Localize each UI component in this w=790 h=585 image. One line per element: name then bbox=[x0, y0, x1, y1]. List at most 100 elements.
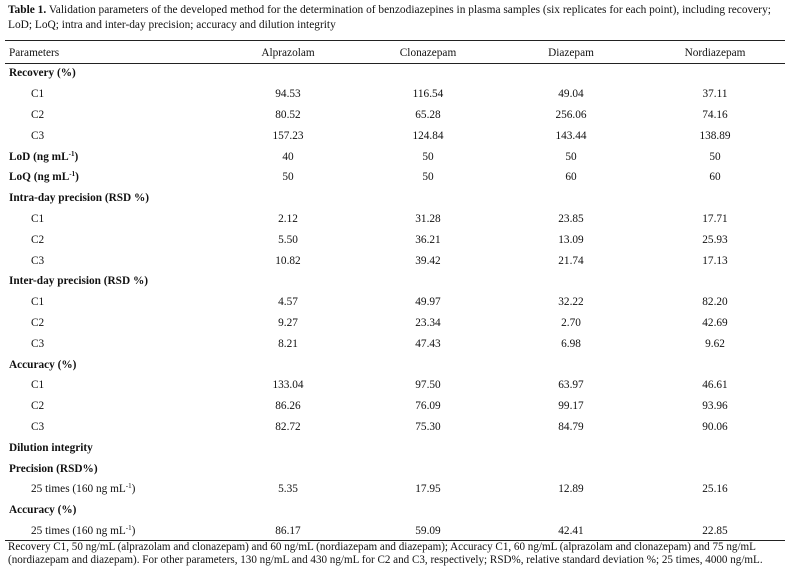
unit-close: ) bbox=[75, 171, 79, 184]
value-cell bbox=[497, 271, 645, 292]
row-label: C2 bbox=[31, 233, 45, 246]
row-label-cell: C2 bbox=[5, 396, 217, 417]
row-label-cell: C1 bbox=[5, 292, 217, 313]
value-cell: 76.09 bbox=[415, 400, 441, 413]
table-row: C2 80.52 65.28 256.06 74.16 bbox=[5, 105, 785, 126]
value-cell: 17.71 bbox=[702, 212, 728, 225]
value-cell: 138.89 bbox=[699, 129, 731, 142]
row-label: C1 bbox=[31, 379, 45, 392]
table-caption-label: Table 1. bbox=[8, 4, 47, 16]
value-cell: 59.09 bbox=[415, 524, 441, 537]
row-label-cell: C3 bbox=[5, 125, 217, 146]
section-row: Accuracy (%) bbox=[5, 500, 785, 521]
unit-close: ) bbox=[131, 483, 136, 496]
value-cell: 36.21 bbox=[415, 233, 441, 246]
row-label-cell: LoD (ng mL-1) bbox=[5, 146, 217, 167]
value-cell bbox=[497, 354, 645, 375]
table-row: C1 4.57 49.97 32.22 82.20 bbox=[5, 292, 785, 313]
row-label: C3 bbox=[31, 254, 45, 267]
row-label-cell: C3 bbox=[5, 333, 217, 354]
value-cell: 116.54 bbox=[412, 88, 444, 101]
table-caption-text: Validation parameters of the developed m… bbox=[8, 4, 771, 31]
row-label-cell: Precision (RSD%) bbox=[5, 458, 217, 479]
row-label-cell: Recovery (%) bbox=[5, 63, 217, 84]
row-label-cell: C1 bbox=[5, 84, 217, 105]
value-cell: 17.13 bbox=[702, 254, 728, 267]
value-cell bbox=[359, 437, 497, 458]
row-label: LoD (ng mL bbox=[9, 150, 69, 163]
row-label: C3 bbox=[31, 420, 45, 433]
value-cell: 42.69 bbox=[702, 316, 728, 329]
value-cell bbox=[645, 188, 785, 209]
section-row: Recovery (%) bbox=[5, 63, 785, 84]
section-row: Intra-day precision (RSD %) bbox=[5, 188, 785, 209]
value-cell: 65.28 bbox=[415, 108, 441, 121]
value-cell: 2.12 bbox=[278, 212, 298, 225]
row-label: C1 bbox=[31, 212, 45, 225]
table-row: C3 8.21 47.43 6.98 9.62 bbox=[5, 333, 785, 354]
table-caption: Table 1. Validation parameters of the de… bbox=[8, 3, 784, 32]
row-label-cell: C1 bbox=[5, 209, 217, 230]
value-cell: 63.97 bbox=[558, 379, 584, 392]
value-cell: 84.79 bbox=[558, 420, 584, 433]
value-cell: 31.28 bbox=[415, 212, 441, 225]
value-cell: 256.06 bbox=[555, 108, 587, 121]
value-cell: 93.96 bbox=[702, 400, 728, 413]
value-cell: 4.57 bbox=[278, 296, 298, 309]
value-cell bbox=[497, 500, 645, 521]
value-cell bbox=[645, 500, 785, 521]
value-cell bbox=[497, 458, 645, 479]
table-footnote: Recovery C1, 50 ng/mL (alprazolam and cl… bbox=[8, 541, 763, 567]
table-row: C1 94.53 116.54 49.04 37.11 bbox=[5, 84, 785, 105]
value-cell: 5.35 bbox=[278, 483, 298, 496]
value-cell: 86.17 bbox=[275, 524, 301, 537]
value-cell bbox=[217, 63, 359, 84]
table-body: Recovery (%) C1 94.53 116.54 49.04 37.11 C2 80.… bbox=[5, 63, 785, 541]
row-label: Intra-day precision (RSD %) bbox=[9, 192, 150, 205]
header-row: Parameters Alprazolam Clonazepam Diazepa… bbox=[5, 42, 785, 63]
value-cell: 40 bbox=[282, 150, 294, 163]
row-label: C2 bbox=[31, 400, 45, 413]
row-label-cell: C2 bbox=[5, 105, 217, 126]
value-cell: 8.21 bbox=[278, 337, 298, 350]
value-cell: 50 bbox=[422, 171, 434, 184]
table-row: C3 82.72 75.30 84.79 90.06 bbox=[5, 417, 785, 438]
section-row: Inter-day precision (RSD %) bbox=[5, 271, 785, 292]
value-cell: 47.43 bbox=[415, 337, 441, 350]
table-row: C2 86.26 76.09 99.17 93.96 bbox=[5, 396, 785, 417]
value-cell: 94.53 bbox=[275, 88, 301, 101]
table-row: C1 133.04 97.50 63.97 46.61 bbox=[5, 375, 785, 396]
value-cell bbox=[645, 63, 785, 84]
header-rule bbox=[5, 63, 785, 64]
value-cell: 50 bbox=[565, 150, 577, 163]
value-cell: 6.98 bbox=[561, 337, 581, 350]
unit-close: ) bbox=[74, 150, 79, 163]
value-cell bbox=[359, 354, 497, 375]
value-cell: 97.50 bbox=[415, 379, 441, 392]
value-cell bbox=[645, 437, 785, 458]
value-cell: 50 bbox=[709, 150, 721, 163]
top-rule bbox=[5, 40, 785, 41]
row-label-cell: Intra-day precision (RSD %) bbox=[5, 188, 217, 209]
table-row: C2 9.27 23.34 2.70 42.69 bbox=[5, 313, 785, 334]
value-cell bbox=[359, 271, 497, 292]
row-label-cell: 25 times (160 ng mL-1) bbox=[5, 479, 217, 500]
value-cell: 32.22 bbox=[558, 296, 584, 309]
unit-exponent: -1 bbox=[125, 482, 132, 491]
section-row: LoD (ng mL-1) 40 50 50 50 bbox=[5, 146, 785, 167]
value-cell bbox=[217, 458, 359, 479]
value-cell: 17.95 bbox=[415, 483, 441, 496]
row-label: C1 bbox=[31, 88, 45, 101]
row-label: 25 times (160 ng mL bbox=[31, 524, 126, 537]
value-cell bbox=[359, 63, 497, 84]
value-cell: 9.62 bbox=[705, 337, 725, 350]
value-cell: 23.34 bbox=[415, 316, 441, 329]
value-cell: 75.30 bbox=[415, 420, 441, 433]
bottom-rule bbox=[5, 540, 785, 541]
row-label-cell: 25 times (160 ng mL-1) bbox=[5, 521, 217, 542]
header-cell: Diazepam bbox=[548, 46, 594, 59]
value-cell bbox=[497, 437, 645, 458]
row-label: C2 bbox=[31, 316, 45, 329]
value-cell: 2.70 bbox=[561, 316, 581, 329]
value-cell: 49.97 bbox=[415, 296, 441, 309]
